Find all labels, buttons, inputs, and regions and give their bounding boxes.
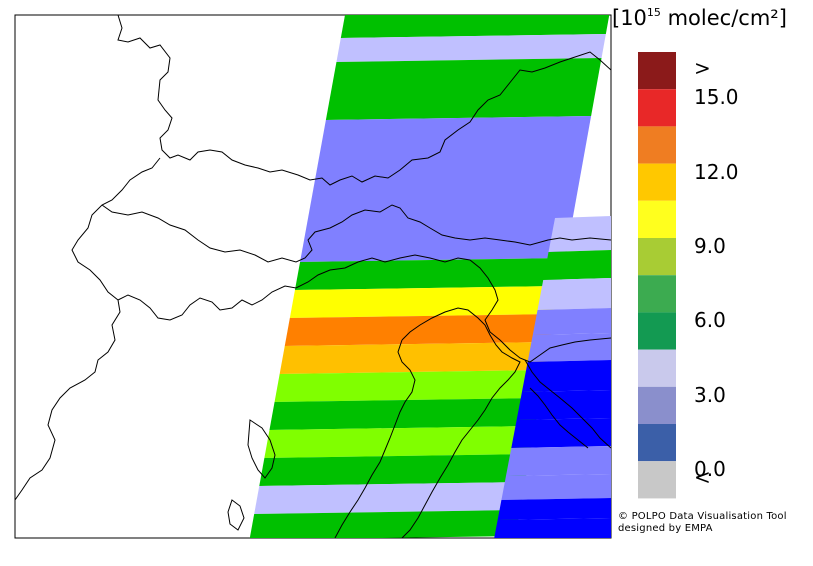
swath-band <box>532 308 611 335</box>
satellite-swaths <box>249 15 611 538</box>
swath-band <box>511 418 611 448</box>
swath-band <box>494 518 611 538</box>
swath-band <box>521 360 611 392</box>
credit-line-2: designed by EMPA <box>618 523 713 534</box>
country-borders <box>15 15 611 538</box>
colorbar-tick-label: 3.0 <box>694 382 726 407</box>
swath-band <box>300 116 592 262</box>
swath-band <box>527 333 611 362</box>
swath-band <box>340 15 610 38</box>
swath-band <box>548 216 611 252</box>
swath-band <box>274 370 546 402</box>
colorbar-unit-label: [1015 molec/cm²] <box>612 6 787 30</box>
swath-band <box>501 474 611 500</box>
colorbar-tick-label: 9.0 <box>694 234 726 258</box>
swath-band <box>254 482 526 514</box>
swath-band <box>505 446 611 476</box>
swath-band <box>336 34 606 62</box>
swath-band <box>259 454 531 486</box>
swath-band <box>289 286 561 318</box>
swath-band <box>249 510 521 538</box>
colorbar-tick-label: 12.0 <box>694 159 739 184</box>
colorbar-end-label: > <box>694 56 711 80</box>
swath-band <box>269 398 541 430</box>
colorbar-tick-label: 6.0 <box>694 308 726 333</box>
colorbar-tick-label: 0.0 <box>694 457 726 482</box>
colorbar-tick-label: 15.0 <box>694 85 739 110</box>
swath-band <box>294 258 566 290</box>
swath-band <box>279 342 551 374</box>
swath-band <box>264 426 536 458</box>
swath-band <box>537 278 611 310</box>
credit-line-1: © POLPO Data Visualisation Tool <box>618 511 787 522</box>
swath-band <box>325 58 602 120</box>
swath-band <box>497 498 611 520</box>
swath-band <box>516 390 611 420</box>
swath-band <box>543 250 611 280</box>
swath-band <box>284 314 556 346</box>
colorbar-end-label: < <box>694 465 711 490</box>
